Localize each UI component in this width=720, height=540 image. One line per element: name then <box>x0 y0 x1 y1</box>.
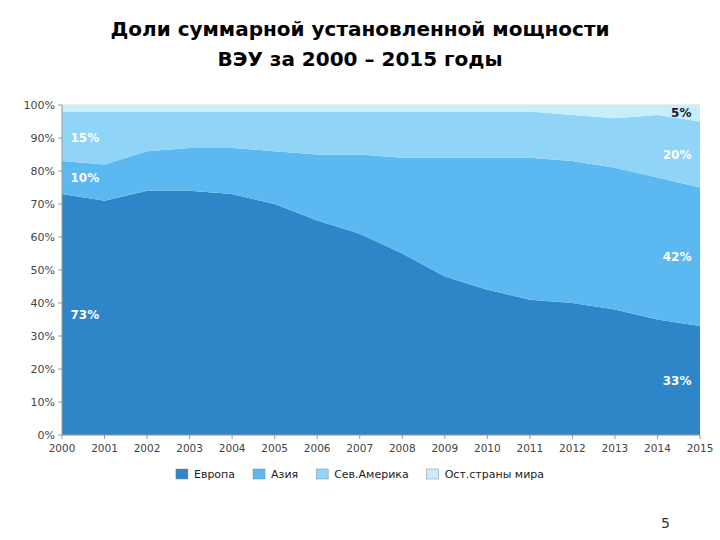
area <box>62 148 700 326</box>
x-tick-label: 2006 <box>304 442 331 454</box>
x-tick <box>529 435 530 439</box>
legend-label: Сев.Америка <box>334 468 409 481</box>
x-tick-label: 2004 <box>219 442 246 454</box>
x-tick <box>487 435 488 439</box>
legend-item: Азия <box>253 468 298 481</box>
y-tick-label: 60% <box>31 231 55 244</box>
y-tick-label: 50% <box>31 264 55 277</box>
page-number: 5 <box>661 515 670 531</box>
annotation: 33% <box>663 374 692 388</box>
grid-line <box>62 435 700 436</box>
annotation: 73% <box>71 308 100 322</box>
x-tick <box>402 435 403 439</box>
y-tick <box>58 336 62 337</box>
y-tick-label: 10% <box>31 396 55 409</box>
x-tick-label: 2011 <box>516 442 543 454</box>
y-tick-label: 100% <box>24 99 55 112</box>
x-tick <box>444 435 445 439</box>
y-tick <box>58 138 62 139</box>
x-tick <box>359 435 360 439</box>
x-tick <box>572 435 573 439</box>
annotation: 15% <box>71 131 100 145</box>
x-tick-label: 2014 <box>644 442 671 454</box>
x-tick <box>62 435 63 439</box>
title: Доли суммарной установленной мощности <box>110 17 609 41</box>
legend-item: Ост.страны мира <box>427 468 544 481</box>
x-tick <box>657 435 658 439</box>
annotation: 10% <box>71 171 100 185</box>
x-tick-label: 2015 <box>687 442 714 454</box>
y-tick-label: 0% <box>38 429 55 442</box>
y-tick-label: 90% <box>31 132 55 145</box>
x-tick-label: 2001 <box>91 442 118 454</box>
x-tick <box>317 435 318 439</box>
x-tick <box>232 435 233 439</box>
legend-item: Сев.Америка <box>316 468 409 481</box>
y-tick-label: 80% <box>31 165 55 178</box>
x-tick-label: 2009 <box>431 442 458 454</box>
y-tick <box>58 237 62 238</box>
y-tick <box>58 105 62 106</box>
legend-label: Азия <box>271 468 298 481</box>
x-tick-label: 2013 <box>602 442 629 454</box>
x-tick <box>189 435 190 439</box>
y-axis <box>62 105 63 435</box>
x-tick-label: 2005 <box>261 442 288 454</box>
annotation: 42% <box>663 250 692 264</box>
y-tick <box>58 204 62 205</box>
y-tick-label: 30% <box>31 330 55 343</box>
legend-swatch <box>253 469 265 479</box>
legend: Европа Азия Сев.Америка Ост.страны мира <box>176 468 544 481</box>
y-tick-label: 40% <box>31 297 55 310</box>
areas <box>62 105 700 435</box>
legend-swatch <box>176 469 188 479</box>
x-axis <box>62 435 700 436</box>
y-tick <box>58 402 62 403</box>
y-tick-label: 70% <box>31 198 55 211</box>
x-tick-label: 2002 <box>134 442 161 454</box>
legend-swatch <box>427 469 439 479</box>
y-tick <box>58 435 62 436</box>
x-tick <box>700 435 701 439</box>
y-tick <box>58 303 62 304</box>
y-tick <box>58 171 62 172</box>
x-tick <box>147 435 148 439</box>
subtitle: ВЭУ за 2000 – 2015 годы <box>217 47 502 71</box>
grid <box>62 105 700 435</box>
area <box>62 112 700 188</box>
x-tick-label: 2008 <box>389 442 416 454</box>
y-tick-label: 20% <box>31 363 55 376</box>
x-tick-label: 2000 <box>49 442 76 454</box>
annotation: 20% <box>663 148 692 162</box>
x-tick <box>614 435 615 439</box>
legend-label: Ост.страны мира <box>445 468 544 481</box>
legend-swatch <box>316 469 328 479</box>
x-tick-label: 2010 <box>474 442 501 454</box>
legend-label: Европа <box>194 468 235 481</box>
x-tick-label: 2012 <box>559 442 586 454</box>
x-tick <box>104 435 105 439</box>
x-tick <box>274 435 275 439</box>
x-tick-label: 2007 <box>346 442 373 454</box>
y-tick <box>58 369 62 370</box>
area <box>62 105 700 122</box>
x-tick-label: 2003 <box>176 442 203 454</box>
legend-item: Европа <box>176 468 235 481</box>
annotation: 5% <box>671 106 691 120</box>
chart: Доли суммарной установленной мощности ВЭУ… <box>0 0 720 540</box>
y-tick <box>58 270 62 271</box>
